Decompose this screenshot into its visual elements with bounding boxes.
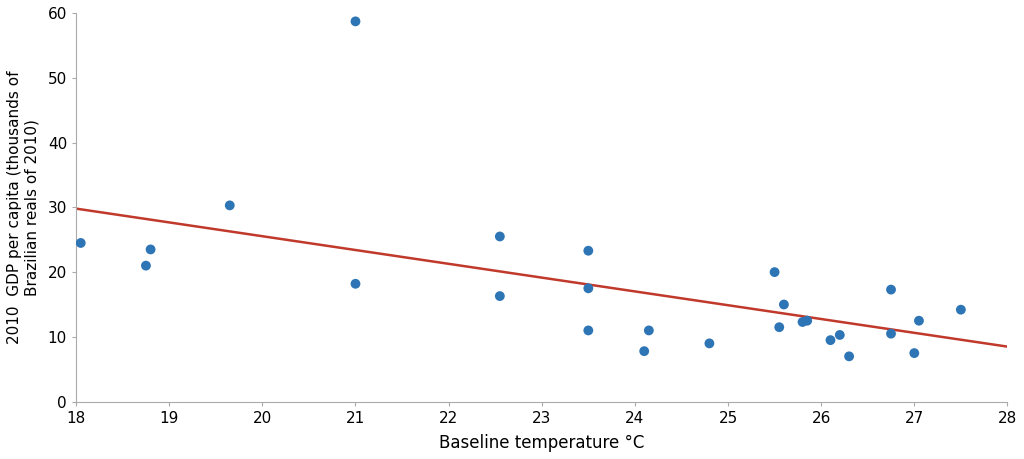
- Point: [221, 202, 238, 209]
- Point: [799, 317, 815, 325]
- Point: [73, 239, 89, 246]
- Point: [910, 317, 927, 325]
- Point: [636, 347, 652, 355]
- Point: [841, 353, 857, 360]
- Point: [347, 280, 364, 287]
- Point: [831, 331, 848, 339]
- Point: [581, 285, 597, 292]
- Point: [822, 336, 839, 344]
- Point: [883, 330, 899, 337]
- Point: [492, 233, 508, 240]
- Point: [771, 324, 787, 331]
- Point: [952, 306, 969, 313]
- Point: [581, 247, 597, 254]
- Point: [906, 349, 923, 357]
- Point: [492, 292, 508, 300]
- Point: [701, 340, 718, 347]
- Point: [641, 327, 657, 334]
- Point: [883, 286, 899, 293]
- Point: [766, 269, 782, 276]
- Point: [138, 262, 155, 269]
- Point: [795, 319, 811, 326]
- Y-axis label: 2010  GDP per capita (thousands of
Brazilian reals of 2010): 2010 GDP per capita (thousands of Brazil…: [7, 71, 39, 344]
- X-axis label: Baseline temperature °C: Baseline temperature °C: [439, 434, 644, 452]
- Point: [142, 246, 159, 253]
- Point: [581, 327, 597, 334]
- Point: [347, 18, 364, 25]
- Point: [776, 301, 793, 308]
